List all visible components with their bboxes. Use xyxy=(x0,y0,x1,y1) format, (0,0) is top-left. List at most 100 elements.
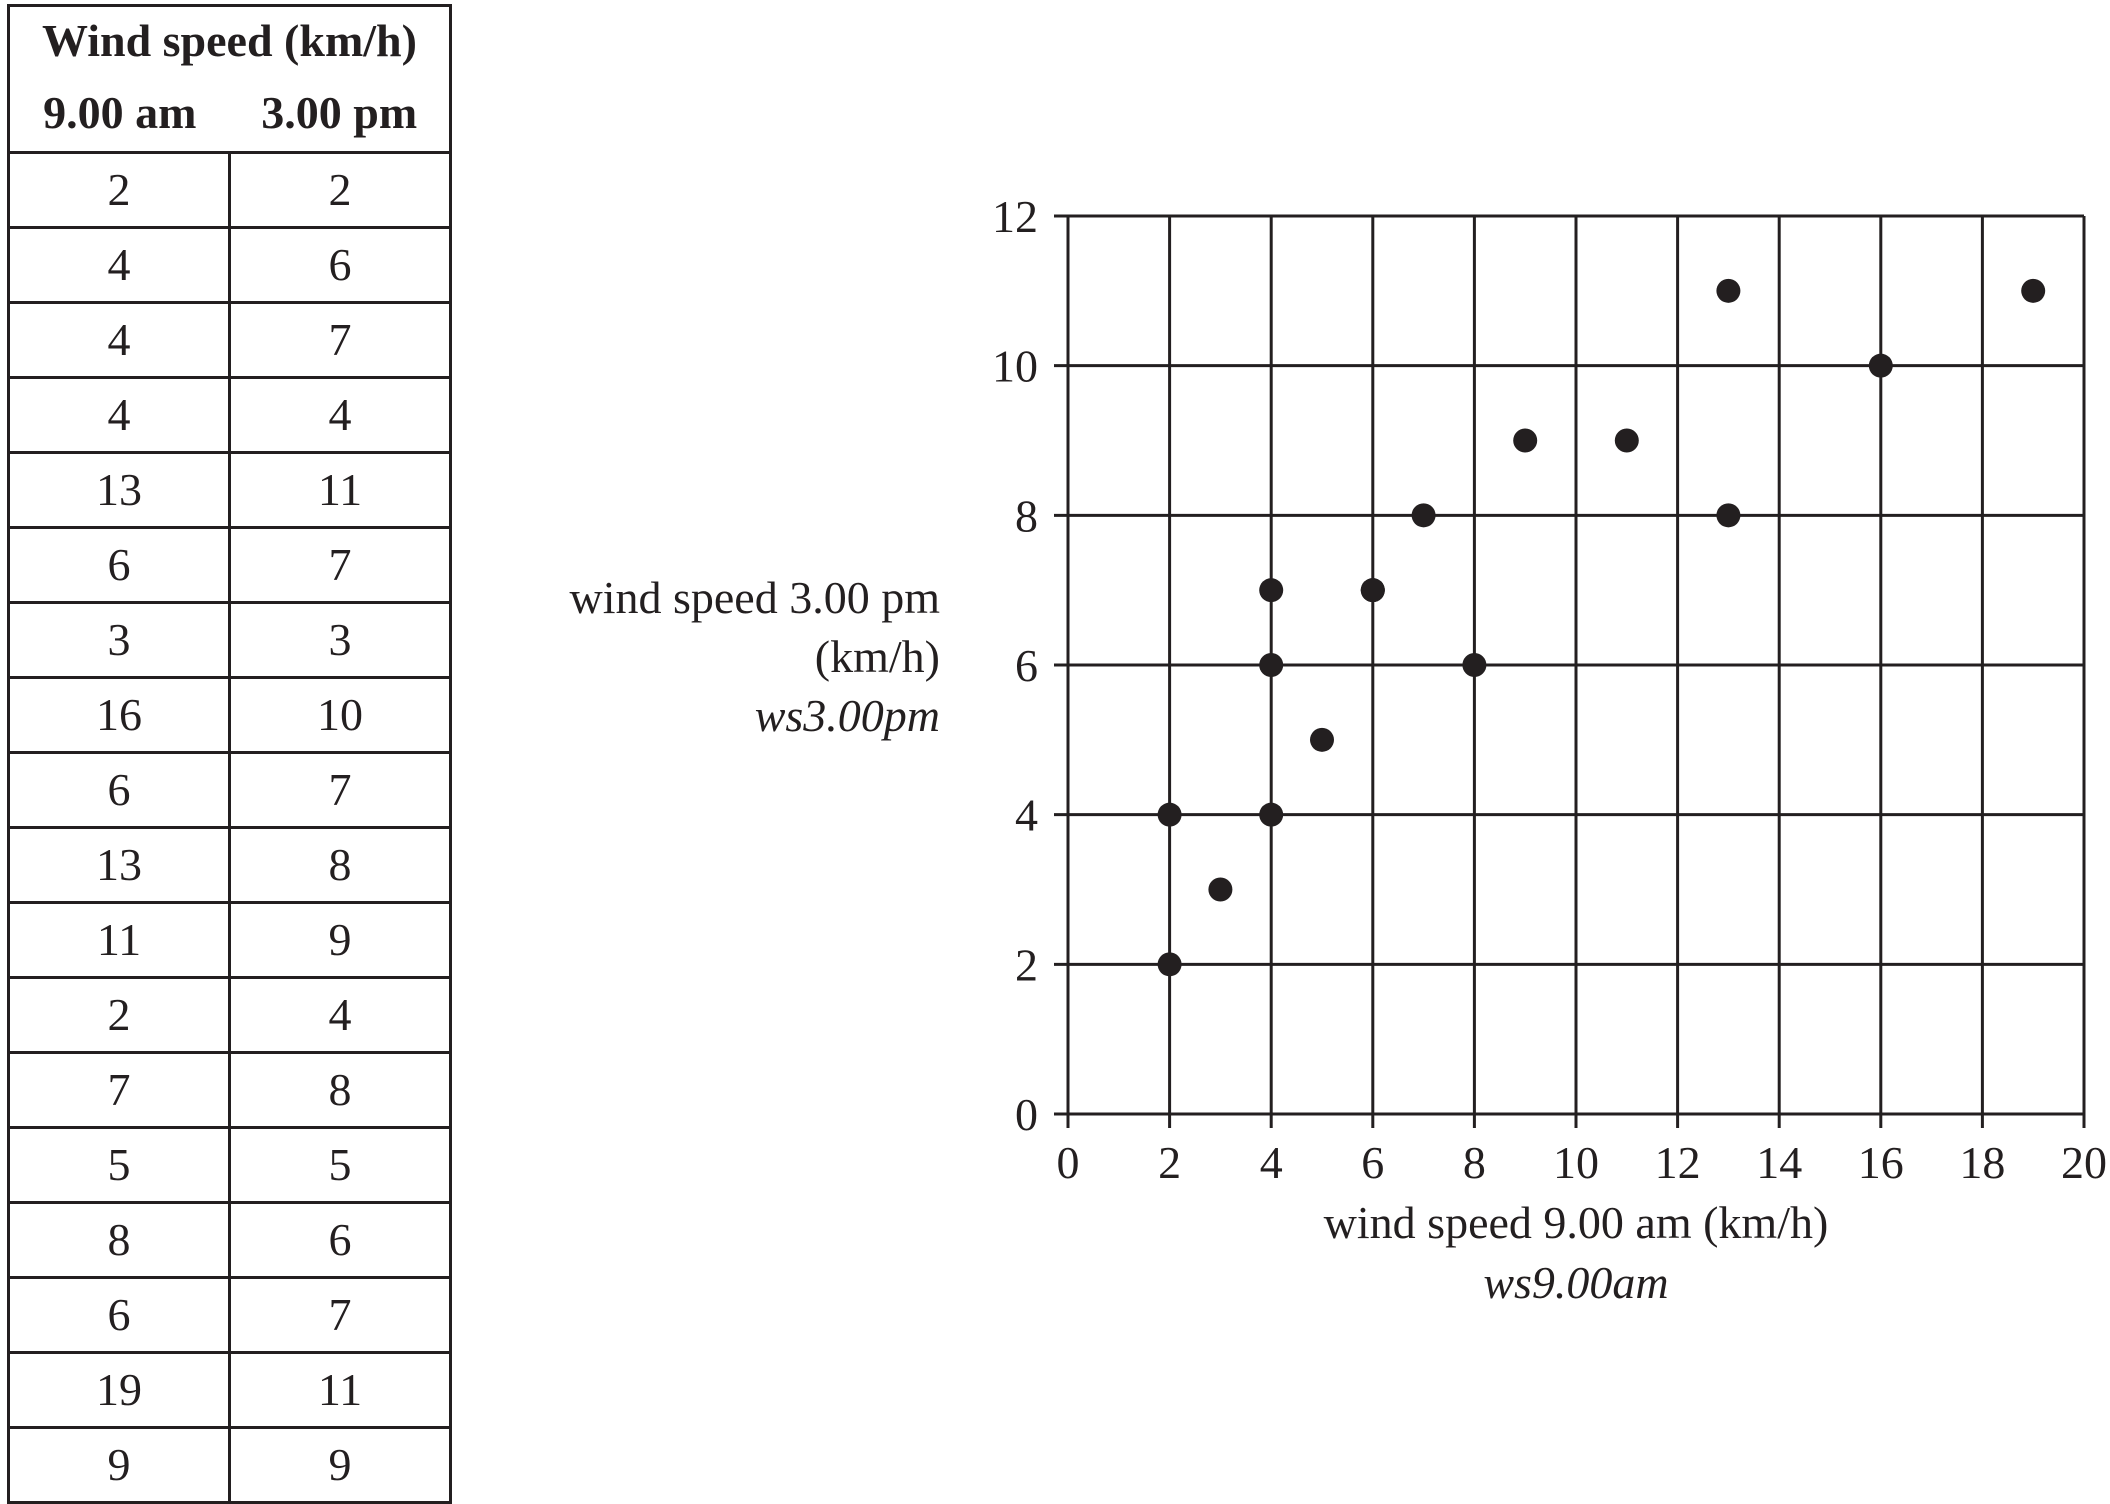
data-point xyxy=(1868,353,1893,378)
data-point xyxy=(1614,428,1639,453)
table-row: 19 11 xyxy=(8,1351,451,1428)
y-tick-label: 6 xyxy=(1015,640,1038,691)
data-point xyxy=(1462,653,1487,677)
cell-9am: 13 xyxy=(8,451,230,528)
cell-3pm: 7 xyxy=(228,751,451,828)
cell-3pm: 5 xyxy=(228,1126,451,1203)
cell-3pm: 9 xyxy=(228,1426,451,1503)
data-point xyxy=(1157,802,1182,827)
data-point xyxy=(1259,802,1284,827)
x-tick-label: 14 xyxy=(1756,1137,1802,1188)
cell-9am: 4 xyxy=(8,301,230,378)
data-point xyxy=(1716,503,1741,528)
cell-3pm: 4 xyxy=(228,376,451,453)
data-point xyxy=(1310,727,1334,752)
y-tick-label: 0 xyxy=(1015,1089,1038,1140)
x-axis-variable: ws9.00am xyxy=(1483,1257,1669,1308)
cell-3pm: 11 xyxy=(228,1351,451,1428)
x-tick-label: 10 xyxy=(1553,1137,1599,1188)
cell-9am: 2 xyxy=(107,164,131,215)
cell-9am: 2 xyxy=(8,976,230,1053)
x-axis-label: wind speed 9.00 am (km/h) xyxy=(1323,1197,1829,1248)
table-row: 11 9 xyxy=(8,901,451,978)
cell-3pm: 10 xyxy=(228,676,451,753)
data-point xyxy=(1513,428,1538,453)
cell-9am: 8 xyxy=(8,1201,230,1278)
x-tick-label: 2 xyxy=(1158,1137,1181,1188)
data-point xyxy=(1157,952,1182,977)
cell-3pm: 2 xyxy=(228,152,451,228)
cell-9am: 13 xyxy=(8,826,230,903)
cell-9am: 16 xyxy=(8,676,230,753)
cell-9am: 9 xyxy=(8,1426,230,1503)
column-header-9am: 9.00 am xyxy=(43,87,197,138)
cell-3pm: 8 xyxy=(228,1051,451,1128)
data-point xyxy=(1716,278,1741,303)
data-point xyxy=(1360,578,1385,603)
cell-9am: 6 xyxy=(8,526,230,603)
cell-9am: 5 xyxy=(8,1126,230,1203)
x-tick-label: 12 xyxy=(1655,1137,1701,1188)
table-row: 13 8 xyxy=(8,826,451,903)
cell-3pm: 7 xyxy=(228,301,451,378)
table-row: 13 11 xyxy=(8,451,451,528)
cell-9am: 4 xyxy=(8,376,230,453)
data-point xyxy=(1259,653,1284,677)
x-tick-label: 4 xyxy=(1260,1137,1283,1188)
y-tick-label: 10 xyxy=(992,341,1038,392)
x-tick-label: 20 xyxy=(2061,1137,2107,1188)
x-tick-label: 8 xyxy=(1463,1137,1486,1188)
table-row: 16 10 xyxy=(8,676,451,753)
cell-9am: 11 xyxy=(8,901,230,978)
cell-3pm: 6 xyxy=(228,226,451,303)
cell-9am: 6 xyxy=(8,751,230,828)
cell-3pm: 4 xyxy=(228,976,451,1053)
cell-9am: 6 xyxy=(8,1276,230,1353)
data-point xyxy=(1259,578,1284,603)
cell-3pm: 3 xyxy=(228,601,451,678)
x-tick-label: 16 xyxy=(1858,1137,1904,1188)
y-axis-label-line-1: wind speed 3.00 pm xyxy=(569,572,940,623)
y-tick-label: 2 xyxy=(1015,939,1038,990)
x-tick-label: 0 xyxy=(1057,1137,1080,1188)
tick-labels: 0 2 4 6 8 10 12 14 16 18 20 0 2 4 6 8 10 12 xyxy=(992,191,2107,1188)
column-header-3pm: 3.00 pm xyxy=(261,87,418,138)
cell-9am: 4 xyxy=(8,226,230,303)
table-title: Wind speed (km/h) xyxy=(42,15,417,66)
cell-3pm: 9 xyxy=(228,901,451,978)
cell-3pm: 6 xyxy=(228,1201,451,1278)
x-tick-label: 18 xyxy=(1959,1137,2005,1188)
y-axis-label-line-2: (km/h) xyxy=(814,631,940,682)
cell-3pm: 7 xyxy=(228,1276,451,1353)
cell-3pm: 7 xyxy=(228,526,451,603)
grid xyxy=(1054,214,2086,1128)
table-body: 2 2 4 6 4 7 4 4 13 11 6 7 3 3 16 10 6 7 13 8 11 9 2 4 7 8 5 5 8 6 6 7 19… xyxy=(8,152,451,1503)
cell-3pm: 8 xyxy=(228,826,451,903)
cell-9am: 7 xyxy=(8,1051,230,1128)
data-point xyxy=(1208,877,1233,902)
y-axis-variable: ws3.00pm xyxy=(754,690,940,741)
y-tick-label: 12 xyxy=(992,191,1038,242)
data-point xyxy=(2021,278,2046,303)
cell-9am: 19 xyxy=(8,1351,230,1428)
y-tick-label: 4 xyxy=(1015,790,1038,841)
y-tick-label: 8 xyxy=(1015,490,1038,541)
cell-3pm: 11 xyxy=(228,451,451,528)
data-points xyxy=(1157,278,2046,977)
data-point xyxy=(1411,503,1436,528)
